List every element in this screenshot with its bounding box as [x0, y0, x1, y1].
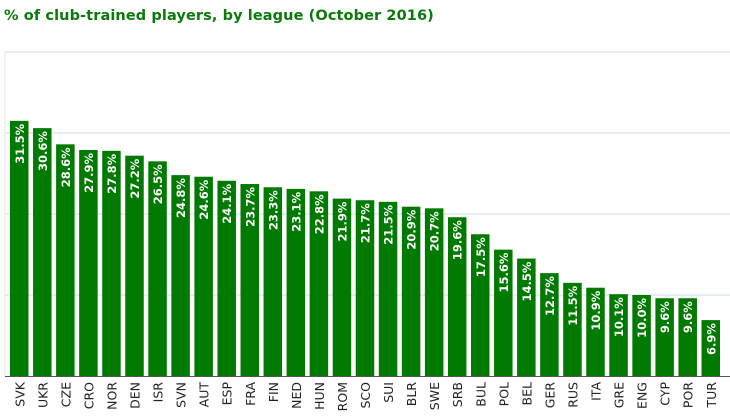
data-label: 21.5%	[382, 204, 396, 244]
bar	[309, 191, 329, 376]
bar	[609, 294, 628, 376]
bar	[332, 198, 352, 376]
x-tick-label: DEN	[128, 382, 143, 409]
bar	[447, 217, 467, 376]
bar	[148, 161, 167, 376]
bar	[33, 128, 52, 376]
x-tick-label: CRO	[81, 382, 96, 409]
data-label: 30.6%	[36, 131, 50, 171]
data-label: 24.1%	[220, 183, 234, 223]
bar	[56, 144, 75, 376]
x-tick-label: SWE	[427, 382, 442, 410]
bar	[517, 258, 536, 376]
data-label: 14.5%	[520, 261, 534, 301]
data-label: 27.9%	[82, 153, 96, 193]
bar	[424, 208, 444, 376]
data-label: 11.5%	[566, 285, 580, 325]
bar	[10, 120, 29, 376]
x-tick-label: SVN	[174, 382, 189, 408]
x-tick-label: CZE	[58, 382, 73, 407]
bar	[378, 201, 398, 376]
bar	[701, 320, 720, 376]
x-tick-label: TUR	[704, 382, 719, 409]
bar	[632, 295, 651, 376]
data-label: 19.6%	[451, 220, 465, 260]
data-label: 23.1%	[289, 191, 303, 231]
x-tick-label: ENG	[635, 382, 650, 409]
data-label: 20.9%	[405, 209, 419, 249]
data-label: 27.8%	[105, 153, 119, 193]
x-tick-label: SUI	[381, 382, 396, 403]
data-label: 28.6%	[59, 147, 73, 187]
bar	[678, 298, 697, 376]
x-tick-label: POR	[681, 382, 696, 408]
x-tick-label: CYP	[658, 382, 673, 406]
data-label: 9.6%	[658, 301, 672, 333]
x-tick-label: ITA	[589, 382, 604, 401]
bar	[540, 273, 559, 376]
x-tick-label: HUN	[312, 382, 327, 410]
bar	[125, 155, 144, 376]
x-tick-label: SRB	[450, 382, 465, 407]
bar	[401, 206, 421, 376]
data-label: 23.3%	[266, 190, 280, 230]
x-tick-label: NOR	[104, 382, 119, 410]
bar	[217, 180, 236, 376]
x-tick-label: FIN	[266, 382, 281, 402]
data-label: 21.9%	[335, 201, 349, 241]
x-tick-label: RUS	[565, 382, 580, 408]
bar	[286, 188, 306, 376]
data-label: 12.7%	[543, 276, 557, 316]
data-label: 24.8%	[174, 178, 188, 218]
x-tick-label: UKR	[35, 382, 50, 408]
bar	[494, 249, 513, 376]
bar	[79, 150, 98, 376]
x-tick-label: NED	[289, 382, 304, 409]
x-tick-label: BEL	[519, 382, 534, 405]
data-label: 24.6%	[197, 179, 211, 219]
x-tick-label: FRA	[243, 382, 258, 406]
bar	[194, 176, 213, 376]
bar	[355, 200, 375, 376]
data-label: 22.8%	[312, 194, 326, 234]
x-tick-label: SVK	[12, 381, 27, 406]
data-label: 17.5%	[474, 237, 488, 277]
bar	[240, 184, 259, 376]
bar	[102, 150, 121, 376]
x-tick-label: ESP	[220, 382, 235, 406]
bar	[655, 298, 674, 376]
data-label: 15.6%	[497, 252, 511, 292]
data-label: 9.6%	[681, 301, 695, 333]
data-label: 31.5%	[13, 123, 27, 163]
x-tick-label: BLR	[404, 382, 419, 407]
data-label: 26.5%	[151, 164, 165, 204]
x-tick-label: GRE	[612, 382, 627, 408]
x-tick-label: POL	[496, 382, 511, 406]
x-tick-label: AUT	[197, 382, 212, 408]
data-label: 23.7%	[243, 187, 257, 227]
x-tick-label: BUL	[473, 382, 488, 407]
bar	[586, 287, 605, 376]
bar	[471, 234, 490, 376]
bar	[263, 187, 283, 376]
data-label: 10.1%	[612, 297, 626, 337]
data-label: 10.9%	[589, 290, 603, 330]
bar	[171, 175, 190, 376]
data-label: 10.0%	[635, 298, 649, 338]
bar	[563, 282, 582, 376]
x-tick-label: ROM	[335, 382, 350, 411]
data-label: 27.2%	[128, 158, 142, 198]
x-tick-label: SCO	[358, 382, 373, 409]
x-tick-label: ISR	[151, 382, 166, 403]
chart-title: % of club-trained players, by league (Oc…	[4, 8, 434, 24]
data-label: 20.7%	[428, 211, 442, 251]
data-label: 21.7%	[359, 203, 373, 243]
x-tick-label: GER	[542, 382, 557, 409]
data-label: 6.9%	[704, 323, 718, 355]
